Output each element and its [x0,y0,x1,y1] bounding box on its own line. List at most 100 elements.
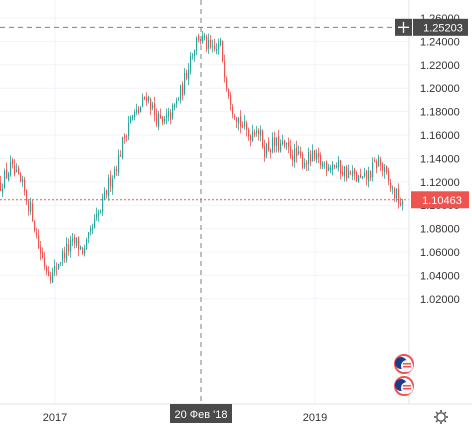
gear-icon[interactable] [434,410,448,424]
candle [400,197,402,207]
candle [8,171,10,182]
candle [362,176,364,180]
candle [32,199,34,222]
candle [36,227,38,239]
candle [194,49,196,62]
candle [298,145,300,156]
candle [60,261,62,266]
candle [202,30,204,44]
candle [354,167,356,181]
candle [108,174,110,201]
candle [310,150,312,167]
add-price-alert-button[interactable] [395,18,412,36]
candle [92,223,94,235]
candle [376,159,378,174]
price-tick-label: 1.14000 [420,153,460,165]
candle [58,263,60,270]
candle [88,232,90,244]
candle [128,116,130,141]
candle [218,38,220,55]
candle [224,54,226,83]
candle [94,214,96,229]
candle [156,108,158,128]
candle [182,81,184,101]
candle [114,166,116,180]
candle [380,156,382,172]
time-axis[interactable] [0,404,472,430]
candle [144,96,146,101]
candle [130,115,132,124]
candle [186,69,188,81]
candle [28,199,30,216]
candle [42,247,44,259]
candle [364,167,366,178]
candle [334,164,336,170]
candle [52,267,54,283]
candle [344,166,346,182]
candle [110,170,112,193]
candle [378,154,380,167]
candle [76,236,78,249]
candle [238,116,240,131]
candle [212,39,214,53]
candle [68,238,70,256]
candle [34,219,36,233]
candle [148,95,150,104]
candle [166,108,168,125]
candle [72,233,74,247]
candle [392,185,394,195]
candle [402,198,404,211]
candle [152,101,154,111]
candle [236,117,238,129]
candle [80,245,82,251]
candle [308,147,310,171]
time-axis-label: 2019 [303,412,327,424]
candle [302,151,304,170]
crosshair-price-label: 1.25203 [423,22,463,34]
candle [232,103,234,119]
currency-flags-icon[interactable] [394,376,414,396]
candle [290,139,292,160]
candle [246,120,248,137]
candle [356,170,358,183]
candle [220,37,222,47]
candle [272,132,274,154]
candle [20,171,22,183]
candle [244,114,246,130]
candle [268,137,270,152]
candle [288,137,290,153]
candle [106,189,108,199]
candle [154,96,156,122]
candle [170,108,172,125]
candle [388,167,390,186]
currency-flags-icon[interactable] [394,354,414,374]
candle [260,125,262,142]
candle [2,183,4,197]
candle [352,165,354,181]
candle [296,140,298,163]
candle [82,246,84,256]
candle [22,175,24,188]
candle [168,107,170,122]
time-axis-label: 2017 [43,412,67,424]
candle [96,207,98,221]
plot-area[interactable] [0,0,409,404]
candle [280,139,282,153]
candle [30,197,32,216]
candle [90,225,92,236]
candle [278,129,280,153]
candle [102,193,104,216]
candle [48,266,50,277]
candle [180,84,182,104]
candle [374,157,376,163]
candle [372,157,374,182]
crosshair-price-tag: 1.25203 [413,18,468,36]
candle [262,129,264,149]
candle [240,110,242,134]
candle [100,209,102,214]
candle [326,160,328,177]
candle [248,127,250,141]
candle [382,162,384,177]
